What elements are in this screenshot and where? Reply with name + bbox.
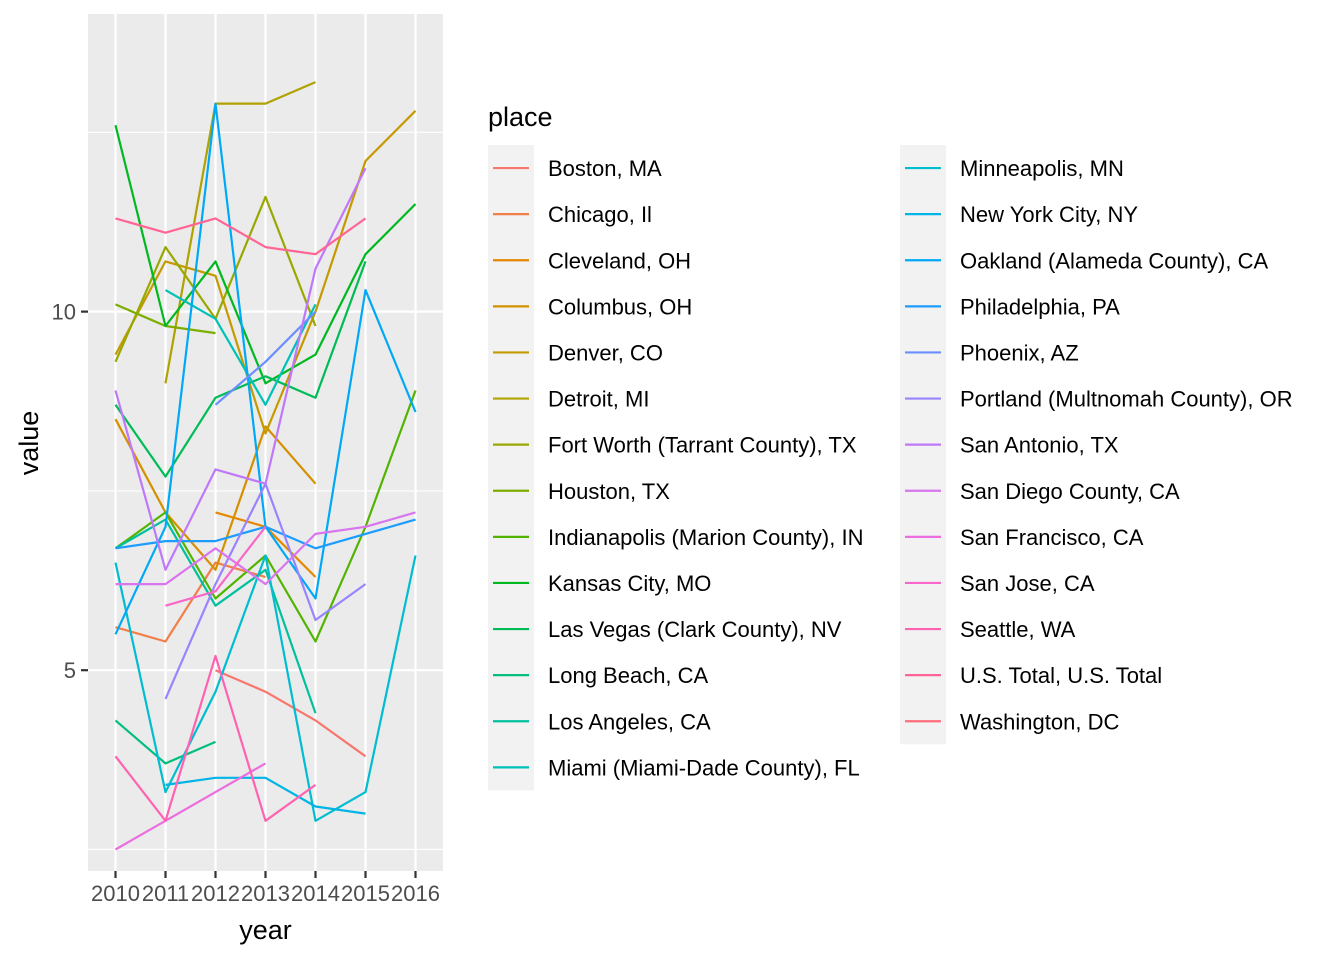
series-line — [214, 310, 317, 406]
series-line — [114, 418, 317, 571]
legend-label: San Jose, CA — [960, 571, 1095, 596]
legend-label: U.S. Total, U.S. Total — [960, 663, 1162, 688]
legend-label: Portland (Multnomah County), OR — [960, 387, 1293, 412]
grid-major — [88, 14, 443, 871]
y-axis-title: value — [14, 411, 44, 476]
series-line — [114, 261, 367, 478]
legend-label: Detroit, MI — [548, 387, 649, 412]
y-tick-label: 10 — [52, 300, 76, 325]
legend-label: Las Vegas (Clark County), NV — [548, 617, 842, 642]
legend-label: Kansas City, MO — [548, 571, 711, 596]
y-axis: 5 10 — [52, 300, 88, 683]
legend-label: Indianapolis (Marion County), IN — [548, 525, 863, 550]
legend-label: Oakland (Alameda County), CA — [960, 248, 1268, 273]
series-line — [164, 81, 316, 384]
x-tick-label: 2015 — [341, 881, 390, 906]
x-tick-label: 2013 — [241, 881, 290, 906]
x-tick-label: 2014 — [291, 881, 340, 906]
series-line — [114, 654, 317, 822]
legend-label: Denver, CO — [548, 340, 663, 365]
series-line — [114, 167, 367, 571]
legend-label: Houston, TX — [548, 479, 670, 504]
legend-label: Long Beach, CA — [548, 663, 709, 688]
series-line — [114, 110, 417, 435]
legend-label: Seattle, WA — [960, 617, 1076, 642]
legend-label: Cleveland, OH — [548, 248, 691, 273]
x-tick-label: 2010 — [91, 881, 140, 906]
legend-key-background — [488, 145, 534, 791]
legend-label: San Diego County, CA — [960, 479, 1180, 504]
series-line — [114, 518, 317, 714]
x-tick-label: 2011 — [142, 881, 189, 906]
series-line — [115, 511, 416, 586]
x-axis-title: year — [239, 915, 292, 945]
series-line — [164, 289, 317, 406]
legend-label: Philadelphia, PA — [960, 294, 1120, 319]
x-axis: 2010 2011 2012 2013 2014 2015 2016 — [91, 871, 440, 906]
series-line — [114, 124, 417, 385]
legend-label: Fort Worth (Tarrant County), TX — [548, 433, 857, 458]
series-line — [114, 762, 267, 851]
legend-label: San Francisco, CA — [960, 525, 1144, 550]
x-tick-label: 2012 — [191, 881, 240, 906]
legend: Boston, MA Chicago, Il Cleveland, OH Columb… — [488, 145, 1293, 791]
legend-label: Chicago, Il — [548, 202, 652, 227]
series-line — [115, 561, 266, 643]
legend-label: Boston, MA — [548, 156, 662, 181]
legend-label: San Antonio, TX — [960, 433, 1119, 458]
legend-label: Minneapolis, MN — [960, 156, 1124, 181]
x-tick-label: 2016 — [391, 881, 440, 906]
legend-label: Miami (Miami-Dade County), FL — [548, 755, 860, 780]
series-line — [165, 526, 267, 607]
series-line — [115, 217, 367, 256]
legend-label: Los Angeles, CA — [548, 709, 711, 734]
legend-label: New York City, NY — [960, 202, 1138, 227]
series-line — [165, 776, 366, 815]
series-line — [215, 669, 367, 758]
legend-label: Washington, DC — [960, 709, 1119, 734]
series-lines — [114, 81, 417, 851]
legend-label: Columbus, OH — [548, 294, 692, 319]
y-tick-label: 5 — [64, 658, 76, 683]
legend-title: place — [488, 102, 553, 132]
series-line — [114, 719, 216, 765]
series-line — [114, 554, 417, 822]
legend-label: Phoenix, AZ — [960, 340, 1079, 365]
